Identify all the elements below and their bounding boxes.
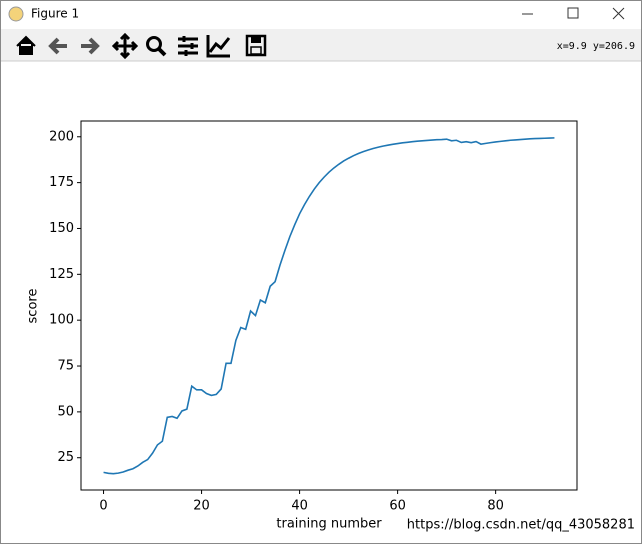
y-tick-label: 175 xyxy=(49,175,74,190)
x-tick-label: 0 xyxy=(99,499,107,514)
y-tick-label: 200 xyxy=(49,129,74,144)
app-icon xyxy=(8,6,24,22)
y-tick-label: 100 xyxy=(49,313,74,328)
y-tick-label: 25 xyxy=(57,450,74,465)
forward-button[interactable] xyxy=(81,37,100,55)
y-tick-label: 75 xyxy=(57,359,74,374)
cursor-coordinates: x=9.9 y=206.9 xyxy=(557,41,635,52)
watermark: https://blog.csdn.net/qq_43058281 xyxy=(407,518,635,533)
axes-frame xyxy=(80,120,578,491)
axes-button[interactable] xyxy=(206,35,231,58)
title-bar xyxy=(1,1,641,29)
plot: 0 20 40 60 80 25 50 75 100 125 150 175 200 xyxy=(49,120,578,514)
y-tick-label: 150 xyxy=(49,221,74,236)
pan-button[interactable] xyxy=(111,32,139,60)
zoom-button[interactable] xyxy=(146,36,167,57)
x-axis-label: training number xyxy=(276,517,382,532)
x-tick-label: 80 xyxy=(487,499,504,514)
x-tick-label: 20 xyxy=(193,499,210,514)
configure-button[interactable] xyxy=(178,36,198,56)
maximize-button[interactable] xyxy=(567,7,579,19)
save-button[interactable] xyxy=(245,34,267,57)
toolbar xyxy=(1,29,641,61)
y-tick-label: 50 xyxy=(57,404,74,419)
close-button[interactable] xyxy=(612,7,625,20)
data-line xyxy=(103,137,555,475)
window-title: Figure 1 xyxy=(31,7,79,21)
back-button[interactable] xyxy=(48,37,67,55)
y-tick-label: 125 xyxy=(49,267,74,282)
x-tick-label: 60 xyxy=(389,499,406,514)
x-tick-label: 40 xyxy=(291,499,308,514)
y-axis-label: score xyxy=(26,289,41,324)
home-button[interactable] xyxy=(16,35,36,55)
